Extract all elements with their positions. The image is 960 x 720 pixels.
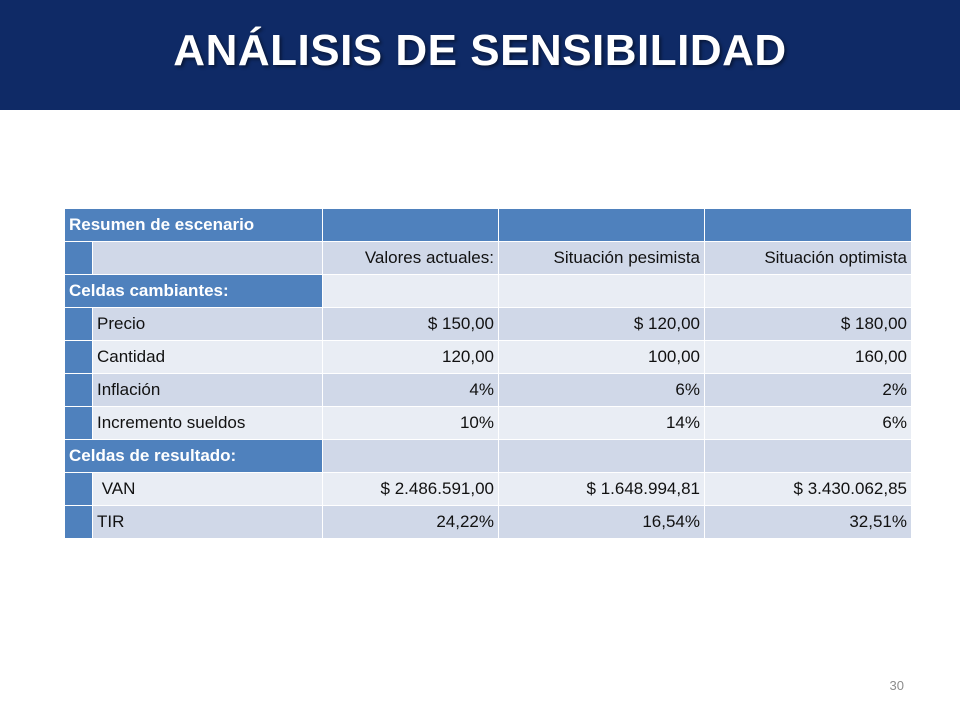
value-cell: 120,00	[322, 340, 499, 374]
value-cell: $ 2.486.591,00	[322, 472, 499, 506]
column-header: Situación pesimista	[498, 241, 705, 275]
table-row: Precio $ 150,00 $ 120,00 $ 180,00	[64, 307, 912, 341]
table-row: VAN $ 2.486.591,00 $ 1.648.994,81 $ 3.43…	[64, 472, 912, 506]
header-cell	[322, 208, 499, 242]
summary-label: Resumen de escenario	[64, 208, 323, 242]
empty-cell	[498, 439, 705, 473]
table-row: TIR 24,22% 16,54% 32,51%	[64, 505, 912, 539]
row-label: VAN	[92, 472, 323, 506]
row-stub	[64, 241, 93, 275]
table-row: Cantidad 120,00 100,00 160,00	[64, 340, 912, 374]
empty-cell	[322, 274, 499, 308]
value-cell: $ 150,00	[322, 307, 499, 341]
page-number: 30	[889, 678, 904, 693]
value-cell: 100,00	[498, 340, 705, 374]
row-stub	[64, 505, 93, 539]
row-stub	[64, 472, 93, 506]
row-label: Cantidad	[92, 340, 323, 374]
value-cell: 160,00	[704, 340, 912, 374]
value-cell: 24,22%	[322, 505, 499, 539]
value-cell: 10%	[322, 406, 499, 440]
row-label: TIR	[92, 505, 323, 539]
row-label: Incremento sueldos	[92, 406, 323, 440]
column-header: Valores actuales:	[322, 241, 499, 275]
section-row-result: Celdas de resultado:	[64, 439, 912, 473]
column-header: Situación optimista	[704, 241, 912, 275]
slide-title: ANÁLISIS DE SENSIBILIDAD	[173, 26, 787, 75]
table-row: Incremento sueldos 10% 14% 6%	[64, 406, 912, 440]
value-cell: 4%	[322, 373, 499, 407]
value-cell: 6%	[704, 406, 912, 440]
empty-cell	[92, 241, 323, 275]
row-label: Inflación	[92, 373, 323, 407]
table-header-row: Resumen de escenario	[64, 208, 912, 242]
section-row-changing: Celdas cambiantes:	[64, 274, 912, 308]
empty-cell	[322, 439, 499, 473]
scenario-summary-table: Resumen de escenario Valores actuales: S…	[64, 208, 912, 539]
row-stub	[64, 307, 93, 341]
value-cell: 32,51%	[704, 505, 912, 539]
value-cell: 2%	[704, 373, 912, 407]
row-stub	[64, 340, 93, 374]
value-cell: $ 120,00	[498, 307, 705, 341]
column-header-row: Valores actuales: Situación pesimista Si…	[64, 241, 912, 275]
value-cell: 16,54%	[498, 505, 705, 539]
header-cell	[704, 208, 912, 242]
title-bar: ANÁLISIS DE SENSIBILIDAD	[0, 0, 960, 110]
header-cell	[498, 208, 705, 242]
row-stub	[64, 373, 93, 407]
table-row: Inflación 4% 6% 2%	[64, 373, 912, 407]
row-label: Precio	[92, 307, 323, 341]
value-cell: 6%	[498, 373, 705, 407]
value-cell: $ 180,00	[704, 307, 912, 341]
empty-cell	[704, 439, 912, 473]
empty-cell	[704, 274, 912, 308]
value-cell: 14%	[498, 406, 705, 440]
row-stub	[64, 406, 93, 440]
changing-cells-label: Celdas cambiantes:	[64, 274, 323, 308]
result-cells-label: Celdas de resultado:	[64, 439, 323, 473]
value-cell: $ 1.648.994,81	[498, 472, 705, 506]
empty-cell	[498, 274, 705, 308]
value-cell: $ 3.430.062,85	[704, 472, 912, 506]
